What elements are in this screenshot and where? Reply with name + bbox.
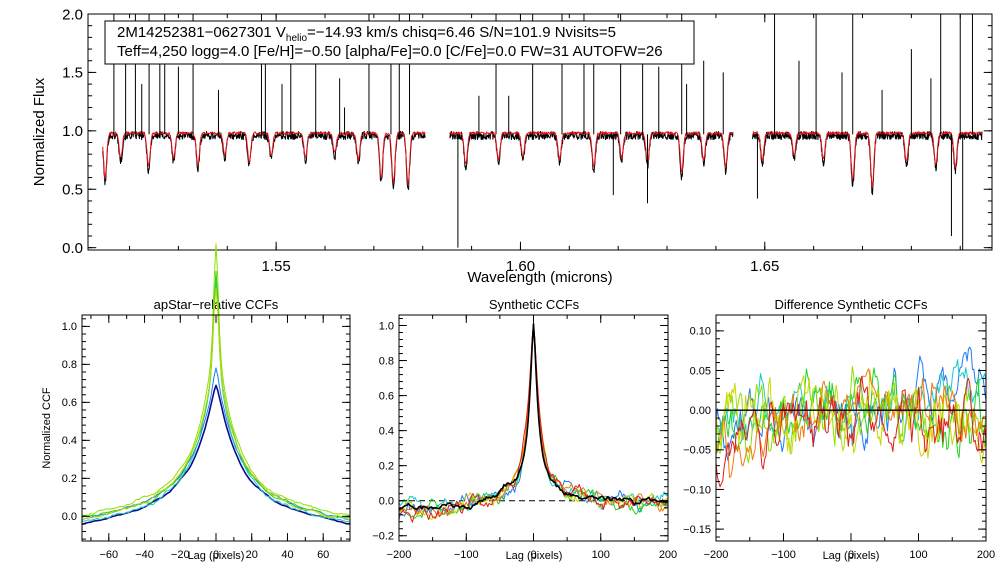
synthetic-ccf-xtick-label: 200 xyxy=(659,549,677,561)
synthetic-ccf-traces xyxy=(398,322,669,523)
synthetic-ccf-xtick-label: 100 xyxy=(592,549,610,561)
spectrum-axes: 1.55 1.60 1.65 0.0 0.5 1.0 1.5 2.0 xyxy=(62,6,992,275)
spectrum-xtick-label: 1.55 xyxy=(262,258,291,275)
spectrum-xtick-label: 1.65 xyxy=(750,258,779,275)
synthetic-ccf-xtick-label: 0 xyxy=(530,549,536,561)
synthetic-ccf-visit-1 xyxy=(398,323,669,521)
apstar-ccf-combined xyxy=(81,384,351,525)
apstar-ccf-visit-2 xyxy=(81,281,351,523)
difference-ccf-x-axis-label: Lag (pixels) xyxy=(823,550,880,562)
spectrum-y-axis-label: Normalized Flux xyxy=(31,77,48,186)
apstar-ccf-xtick-label: 60 xyxy=(317,549,329,561)
apstar-ccf-traces xyxy=(81,243,351,525)
difference-ccf-xtick-label: 0 xyxy=(848,549,854,561)
spectrum-synthetic-segment-2 xyxy=(449,131,734,173)
apstar-ccf-xtick-label: −20 xyxy=(171,549,190,561)
info-line-2: Teff=4,250 logg=4.0 [Fe/H]=−0.50 [alpha/… xyxy=(117,43,663,60)
difference-ccf-xtick-label: −100 xyxy=(771,549,796,561)
synthetic-ccf-visit-5 xyxy=(398,323,669,517)
synthetic-ccf-visit-2 xyxy=(398,323,669,512)
synthetic-ccf-ytick-label: 0.8 xyxy=(379,355,394,367)
apstar-ccf-xtick-label: 40 xyxy=(281,549,293,561)
spectrum-observed-segment-2 xyxy=(449,130,734,181)
difference-ccf-visit-5 xyxy=(716,369,986,464)
apstar-ccf-ytick-label: 0.2 xyxy=(62,473,77,485)
synthetic-ccf-ytick-label: 0.2 xyxy=(379,461,394,473)
synthetic-ccf-x-axis-label: Lag (pixels) xyxy=(506,550,563,562)
difference-ccf-ytick-label: −0.15 xyxy=(683,524,711,536)
apstar-ccf-axes: −60 −40 −20 0 20 40 60 0.0 0.2 0.4 0.6 0.8 1.0 xyxy=(62,315,350,561)
difference-ccf-xtick-label: 200 xyxy=(977,549,995,561)
synthetic-ccf-xtick-label: −100 xyxy=(454,549,479,561)
synthetic-ccf-visit-6 xyxy=(398,323,669,523)
synthetic-ccf-xtick-label: −200 xyxy=(387,549,412,561)
difference-ccf-ytick-label: 0.10 xyxy=(690,326,711,338)
apstar-ccf-ytick-label: 1.0 xyxy=(62,321,77,333)
synthetic-ccf-ytick-label: 0.6 xyxy=(379,390,394,402)
info-line-1: 2M14252381−0627301 Vhelio=−14.93 km/s ch… xyxy=(117,24,616,44)
info-line-1-subscript: helio xyxy=(286,33,308,44)
info-box: 2M14252381−0627301 Vhelio=−14.93 km/s ch… xyxy=(104,20,695,65)
difference-ccf-xtick-label: −200 xyxy=(704,549,729,561)
difference-ccf-visit-3 xyxy=(716,367,986,459)
synthetic-ccf-combined xyxy=(398,322,669,511)
apstar-ccf-x-axis-label: Lag (pixels) xyxy=(188,550,245,562)
spectrum-panel: 1.55 1.60 1.65 0.0 0.5 1.0 1.5 2.0 2M14252381−0… xyxy=(31,6,993,286)
spectrum-ytick-label: 2.0 xyxy=(62,6,83,23)
spectrum-xtick-label: 1.60 xyxy=(506,258,535,275)
apstar-ccf-xtick-label: 20 xyxy=(246,549,258,561)
difference-ccf-ytick-label: 0.00 xyxy=(690,405,711,417)
difference-ccf-ytick-label: −0.10 xyxy=(683,484,711,496)
spectrum-observed-segment-1 xyxy=(102,130,426,190)
spectrum-plot-frame xyxy=(87,13,993,251)
apstar-ccf-title: apStar−relative CCFs xyxy=(154,297,279,312)
synthetic-ccf-ytick-label: 1.0 xyxy=(379,320,394,332)
apstar-ccf-ytick-label: 0.4 xyxy=(62,435,77,447)
synthetic-ccf-visit-3 xyxy=(398,323,669,519)
spectrum-observed-segment-3 xyxy=(752,130,983,195)
info-box-frame xyxy=(104,20,695,65)
difference-ccf-title: Difference Synthetic CCFs xyxy=(775,297,928,312)
difference-ccf-ytick-label: −0.05 xyxy=(683,445,711,457)
difference-ccf-panel: Difference Synthetic CCFs −200 −100 0 100 20… xyxy=(683,297,995,562)
difference-ccf-xtick-label: 100 xyxy=(909,549,927,561)
synthetic-ccf-panel: Synthetic CCFs −200 −100 0 100 200 −0.2 0.0 0.2… xyxy=(372,297,677,562)
apstar-ccf-y-axis-label: Normalized CCF xyxy=(41,387,53,469)
apstar-ccf-ytick-label: 0.6 xyxy=(62,397,77,409)
spectrum-ytick-label: 1.5 xyxy=(62,65,83,82)
spectrum-synthetic-segment-1 xyxy=(102,131,426,185)
difference-ccf-visit-7 xyxy=(716,375,986,488)
apstar-ccf-visit-3 xyxy=(81,243,351,516)
difference-ccf-ytick-label: 0.05 xyxy=(690,365,711,377)
apstar-ccf-ytick-label: 0.0 xyxy=(62,511,77,523)
apstar-ccf-visit-4 xyxy=(81,270,351,519)
spectrum-ytick-label: 1.0 xyxy=(62,123,83,140)
synthetic-ccf-axes: −200 −100 0 100 200 −0.2 0.0 0.2 0.4 0.6 0.8 1.0 xyxy=(372,315,677,561)
difference-ccf-axes: −200 −100 0 100 200 −0.15 −0.10 −0.05 0.00 0.05 0.… xyxy=(683,315,995,561)
info-line-1-star: 2M14252381−0627301 V xyxy=(117,24,286,41)
apstar-ccf-xtick-label: −40 xyxy=(135,549,154,561)
synthetic-ccf-title: Synthetic CCFs xyxy=(489,297,580,312)
spectrum-x-axis-label: Wavelength (microns) xyxy=(467,269,612,286)
apstar-ccf-xtick-label: −60 xyxy=(99,549,118,561)
apstar-ccf-xtick-label: 0 xyxy=(213,549,219,561)
synthetic-ccf-ytick-label: 0.4 xyxy=(379,425,394,437)
synthetic-ccf-ytick-label: −0.2 xyxy=(372,531,394,543)
apstar-ccf-visit-1 xyxy=(81,367,351,521)
spectrum-synthetic-segment-3 xyxy=(752,131,983,188)
spectrum-ytick-label: 0.5 xyxy=(62,181,83,198)
apstar-ccf-visit-5 xyxy=(81,287,351,522)
difference-ccf-visit-1 xyxy=(716,346,986,462)
apstar-ccf-panel: apStar−relative CCFs −60 −40 −20 0 20 40 60 0.0… xyxy=(41,243,351,562)
synthetic-ccf-visit-4 xyxy=(398,323,669,520)
difference-ccf-traces xyxy=(716,346,986,488)
synthetic-ccf-ytick-label: 0.0 xyxy=(379,496,394,508)
spectrum-ytick-label: 0.0 xyxy=(62,240,83,257)
apstar-ccf-ytick-label: 0.8 xyxy=(62,359,77,371)
info-line-1-rest: =−14.93 km/s chisq=6.46 S/N=101.9 Nvisit… xyxy=(307,24,616,41)
